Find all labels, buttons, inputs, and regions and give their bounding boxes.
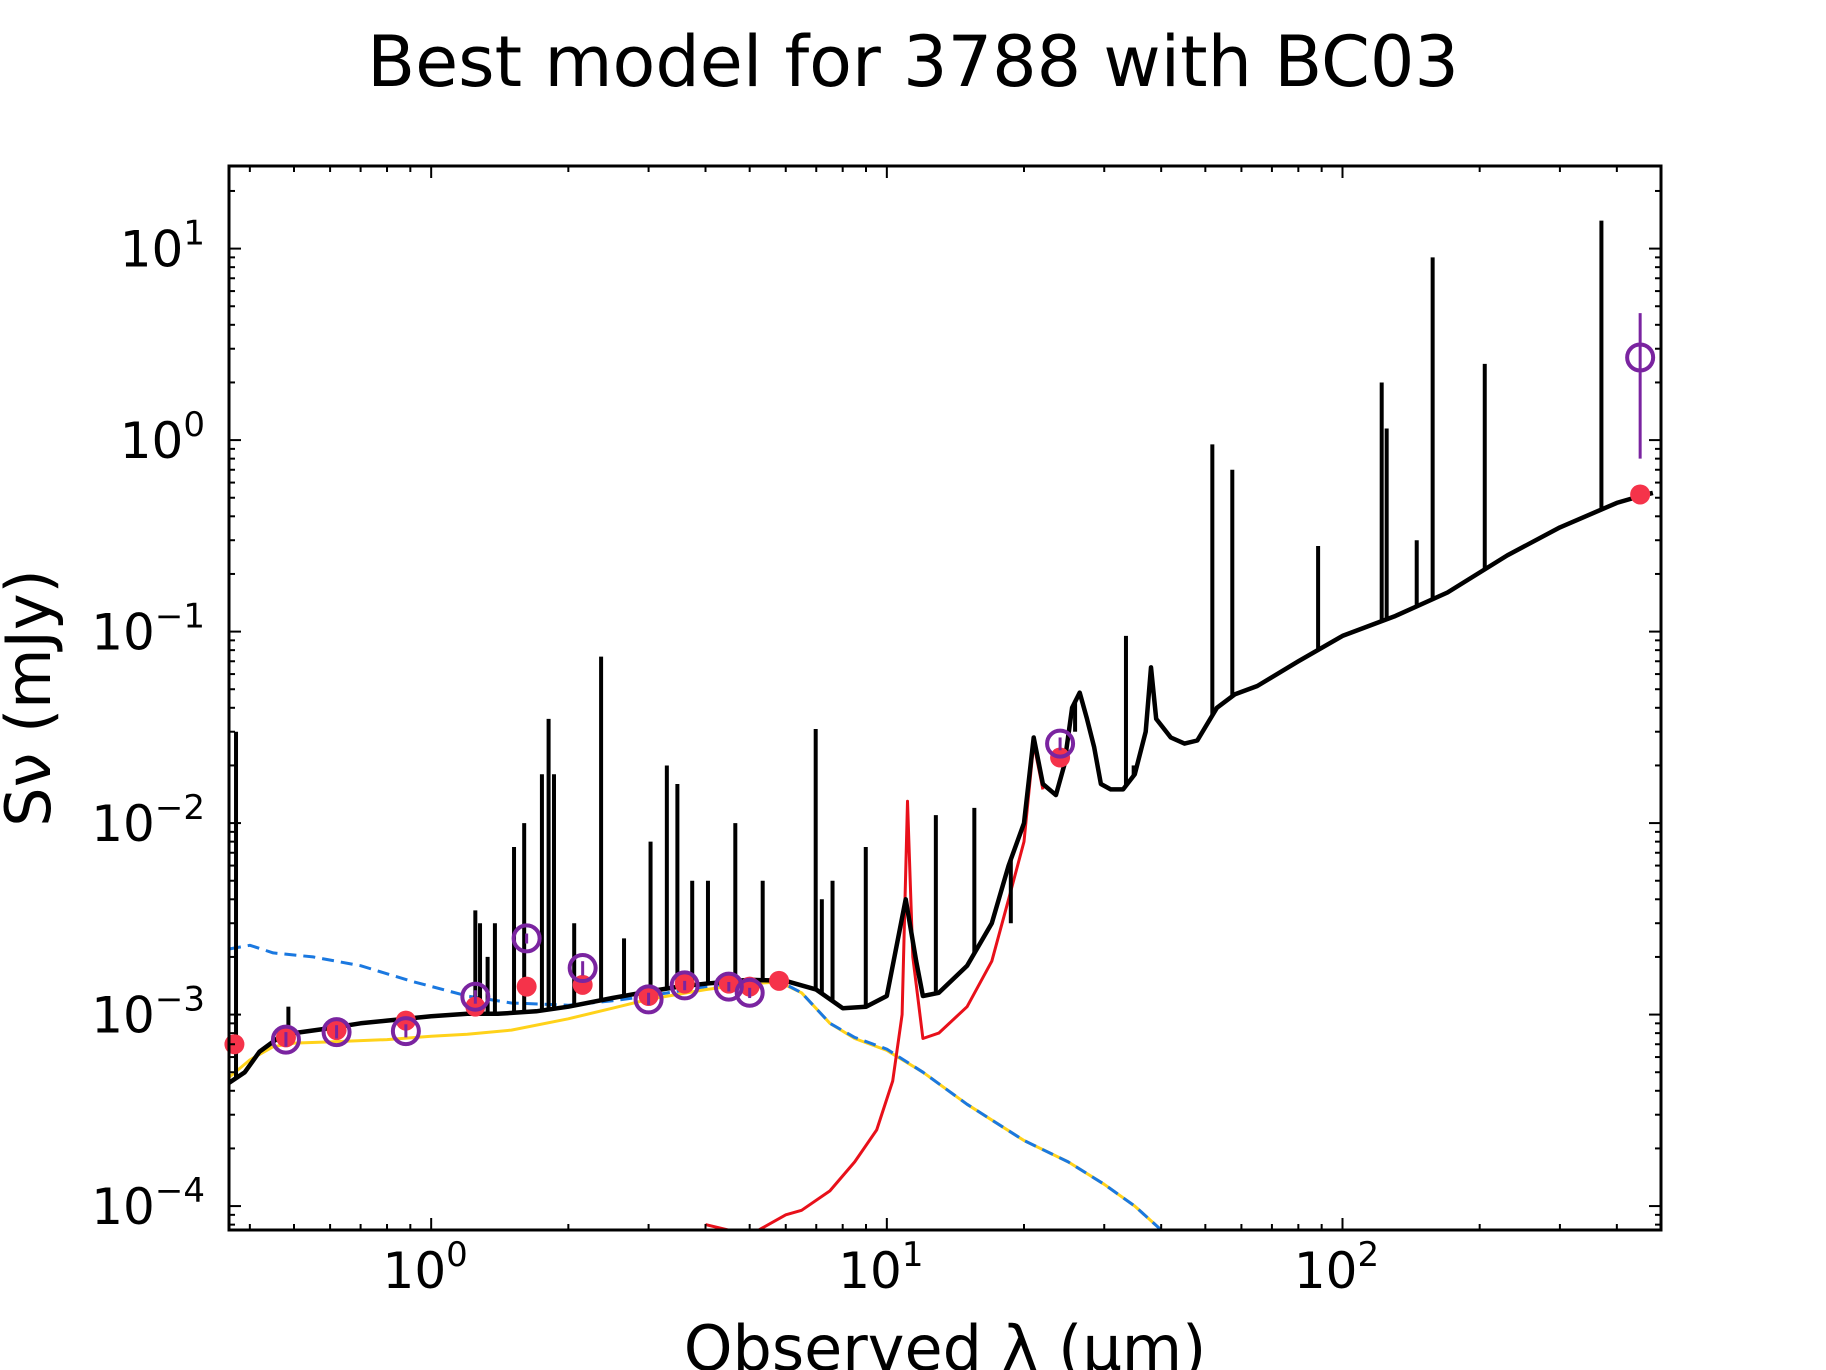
tick-layer: 100 101 102 10−4 10−3 10−2 10−1 100 101 (91, 166, 1662, 1300)
observed-flux-point (1045, 728, 1076, 759)
observed-flux-point (633, 984, 664, 1015)
y-tick-label: 100 (120, 405, 205, 470)
observed-flux-point (669, 970, 700, 1001)
x-tick-label: 102 (1294, 1235, 1379, 1300)
observed-flux-point (270, 1024, 301, 1055)
plot-frame (227, 164, 1663, 1232)
series-model-spectrum (229, 490, 1654, 1085)
series-dust-emission (705, 742, 1045, 1230)
x-tick-label: 100 (383, 1235, 468, 1300)
y-tick-label: 10−2 (91, 788, 205, 853)
y-tick-label: 101 (120, 214, 205, 279)
y-tick-label: 10−1 (91, 597, 205, 662)
series-layer (229, 220, 1654, 1230)
chart-title: Best model for 3788 with BC03 (367, 21, 1459, 103)
model-flux-point (769, 970, 790, 991)
y-tick-label: 10−4 (91, 1171, 205, 1236)
observed-flux-point (567, 953, 598, 984)
series-stellar-unattenuated (229, 943, 1163, 1230)
model-flux-point (395, 1010, 416, 1031)
x-tick-label: 101 (838, 1235, 923, 1300)
y-axis-label: Sν (mJy) (0, 569, 65, 826)
y-tick-label: 10−3 (91, 980, 205, 1045)
observed-flux-point (390, 1016, 421, 1047)
observed-flux-point (511, 923, 542, 954)
model-flux-point (465, 996, 486, 1017)
observed-flux-point (460, 981, 491, 1012)
observed-flux-point (734, 977, 765, 1008)
model-flux-point (1630, 484, 1651, 505)
marker-layer (224, 313, 1656, 1055)
model-flux-point (516, 976, 537, 997)
observed-flux-point (1625, 342, 1656, 373)
x-axis-label: Observed λ (μm) (684, 1312, 1207, 1370)
observed-flux-point (713, 971, 744, 1002)
series-stellar-attenuated (229, 980, 1163, 1230)
observed-flux-point (321, 1017, 352, 1048)
